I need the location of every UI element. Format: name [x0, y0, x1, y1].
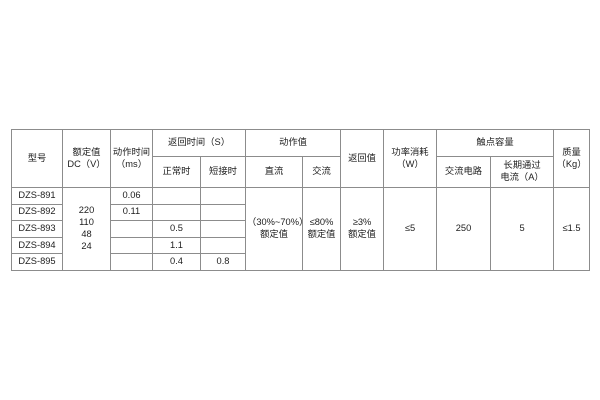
cell-action-time-1: 0.11: [110, 203, 153, 222]
header-power-consumption: 功率消耗 （W）: [383, 129, 438, 188]
rated-voltage-1: 110: [79, 217, 94, 228]
cell-power-consumption: ≤5: [383, 187, 438, 271]
header-action-value-dc: 直流: [245, 156, 304, 188]
table-row: DZS-894 1.1: [11, 236, 590, 255]
header-action-time-line2: （ms）: [116, 158, 147, 169]
cell-return-short-0: [199, 187, 247, 205]
header-mass-line1: 质量: [562, 146, 581, 157]
return-value-line2: 额定值: [348, 228, 376, 239]
rated-voltage-0: 220: [78, 205, 95, 216]
cell-return-normal-3: 1.1: [152, 236, 201, 255]
header-mass: 质量 （Kg）: [553, 129, 591, 188]
table-row: DZS-895 0.4 0.8: [11, 253, 590, 271]
cell-action-value-ac: ≤80% 额定值: [302, 187, 342, 271]
cell-return-normal-4: 0.4: [152, 253, 201, 271]
cell-contact-long-current: 5: [490, 187, 555, 271]
header-contact-capacity-group: 触点容量: [436, 129, 555, 157]
cell-action-value-dc: （30%~70%） 额定值: [245, 187, 309, 271]
header-return-time-group: 返回时间（S）: [151, 129, 247, 157]
cell-model-3: DZS-894: [11, 236, 63, 255]
header-model: 型号: [11, 129, 63, 188]
header-power-line1: 功率消耗: [391, 146, 429, 157]
cell-return-normal-0: [152, 187, 201, 205]
cell-action-time-4: [110, 253, 153, 271]
relay-specification-table: 型号 额定值 DC（V） 动作时间 （ms） 返回时间（S） 动作值 返回值 功…: [11, 129, 591, 271]
header-contact-ac-circuit: 交流电路: [436, 156, 492, 188]
table-header-row-1: 型号 额定值 DC（V） 动作时间 （ms） 返回时间（S） 动作值 返回值 功…: [11, 129, 591, 188]
cell-return-normal-1: [152, 203, 201, 222]
action-value-dc-line1: （30%~70%）: [247, 217, 309, 228]
action-value-dc-line2: 额定值: [260, 228, 288, 239]
header-return-time-normal: 正常时: [152, 156, 201, 188]
cell-return-short-3: [199, 236, 247, 255]
cell-rated-voltages: 220 110 48 24: [62, 187, 111, 271]
return-value-line1: ≥3%: [352, 217, 372, 228]
header-power-line2: （W）: [396, 158, 424, 169]
cell-contact-ac-circuit: 250: [436, 187, 492, 271]
header-rated-value-line1: 额定值: [72, 146, 101, 157]
header-return-value: 返回值: [340, 129, 385, 188]
header-return-time-short: 短接时: [199, 156, 247, 188]
action-value-ac-line2: 额定值: [307, 228, 336, 239]
header-mass-line2: （Kg）: [556, 158, 587, 169]
header-action-time: 动作时间 （ms）: [110, 129, 153, 188]
cell-model-2: DZS-893: [11, 220, 63, 238]
cell-return-short-2: [199, 220, 247, 238]
cell-action-time-3: [110, 236, 153, 255]
header-rated-value: 额定值 DC（V）: [62, 129, 111, 188]
cell-model-1: DZS-892: [11, 203, 63, 222]
header-contact-long-current-line2: 电流（A）: [500, 172, 544, 182]
table-header-row-2: 正常时 短接时 直流 交流 交流电路 长期通过 电流（A）: [12, 156, 590, 188]
cell-model-0: DZS-891: [11, 187, 63, 205]
header-rated-value-line2: DC（V）: [67, 158, 106, 169]
cell-action-time-2: [110, 220, 153, 238]
cell-model-4: DZS-895: [11, 253, 63, 271]
rated-voltage-2: 48: [81, 228, 92, 239]
header-action-time-line1: 动作时间: [112, 146, 151, 157]
cell-return-normal-2: 0.5: [152, 220, 201, 238]
cell-return-short-1: [199, 203, 247, 222]
header-action-value-ac: 交流: [302, 156, 342, 188]
header-contact-long-current-line1: 长期通过: [503, 160, 541, 171]
header-contact-long-current: 长期通过 电流（A）: [490, 156, 555, 188]
cell-return-value: ≥3% 额定值: [340, 187, 385, 271]
rated-voltage-3: 24: [81, 240, 92, 251]
action-value-ac-line1: ≤80%: [309, 217, 334, 228]
cell-action-time-0: 0.06: [110, 187, 153, 205]
cell-return-short-4: 0.8: [199, 253, 247, 271]
header-action-value-group: 动作值: [245, 129, 342, 157]
table-row: DZS-891 220 110 48 24 0.06 （30%~70%） 额定值: [11, 187, 591, 271]
spec-table-container: 型号 额定值 DC（V） 动作时间 （ms） 返回时间（S） 动作值 返回值 功…: [11, 129, 591, 271]
cell-mass: ≤1.5: [553, 187, 591, 271]
table-row: DZS-893 0.5: [11, 220, 590, 238]
